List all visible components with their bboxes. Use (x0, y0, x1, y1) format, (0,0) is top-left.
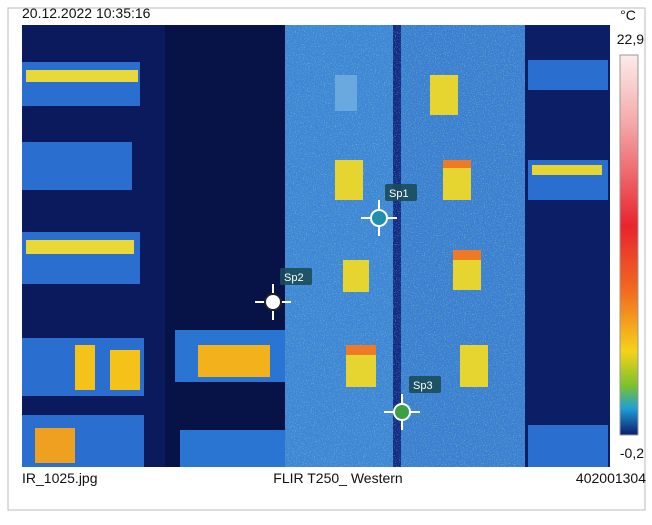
camera: FLIR T250_ Western (273, 470, 402, 486)
spot-label: Sp3 (413, 380, 433, 392)
scale-unit: °C (620, 7, 636, 23)
color-scale (620, 55, 638, 435)
filename: IR_1025.jpg (22, 470, 98, 486)
thermal-report: 20.12.2022 10:35:16 (0, 0, 652, 520)
timestamp: 20.12.2022 10:35:16 (22, 5, 151, 21)
scale-min: -0,2 (620, 445, 644, 461)
spot-label: Sp1 (389, 188, 409, 200)
scale-max: 22,9 (617, 31, 644, 47)
thermal-image (22, 25, 610, 467)
spot-label: Sp2 (284, 272, 304, 284)
serial: 402001304 (576, 470, 646, 486)
